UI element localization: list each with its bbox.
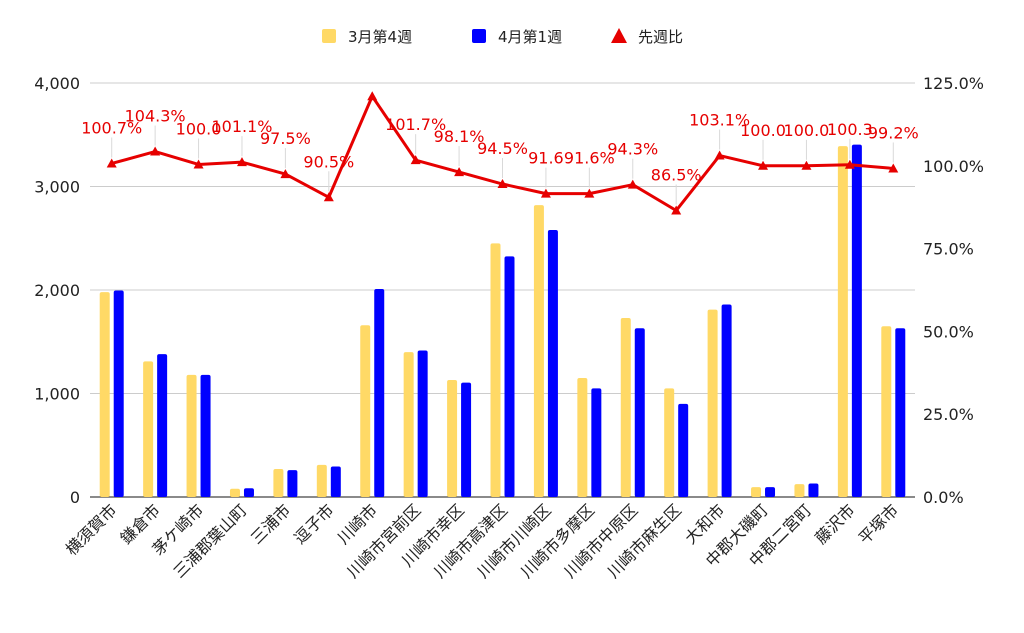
bar-series1 [533, 205, 544, 497]
data-label: 86.5% [651, 166, 702, 185]
bar-series1 [403, 352, 414, 497]
ratio-marker [106, 158, 117, 168]
y-left-tick-label: 1,000 [34, 385, 80, 404]
y-right-tick-label: 50.0% [923, 322, 974, 341]
legend-label: 先週比 [638, 28, 683, 46]
bar-series1 [99, 292, 110, 497]
data-label: 91.6% [564, 149, 615, 168]
category-label: 逗子市 [290, 500, 337, 547]
bar-series1 [490, 243, 501, 497]
data-label: 100.0 [740, 121, 786, 140]
bar-series1 [620, 317, 631, 497]
bar-series2 [504, 256, 515, 497]
category-label: 三浦市 [247, 500, 294, 547]
y-left-tick-label: 2,000 [34, 281, 80, 300]
bar-series2 [591, 388, 602, 497]
ratio-marker [193, 159, 204, 169]
ratio-marker [236, 157, 247, 167]
ratio-marker [323, 192, 334, 202]
bar-series2 [417, 350, 428, 497]
legend-swatch [472, 29, 486, 43]
bar-series1 [229, 488, 240, 497]
bar-series2 [287, 470, 298, 497]
bar-series2 [721, 304, 732, 497]
ratio-marker [410, 155, 421, 165]
bar-series1 [186, 374, 197, 497]
category-label: 横須賀市 [62, 500, 121, 559]
ratio-marker [888, 163, 899, 173]
ratio-marker [758, 160, 769, 170]
bar-series1 [143, 361, 154, 497]
bar-series2 [808, 483, 819, 497]
bar-series2 [200, 374, 211, 497]
bar-series1 [447, 380, 458, 497]
ratio-marker [844, 159, 855, 169]
ratio-marker [671, 205, 682, 215]
ratio-marker [714, 150, 725, 160]
y-left-tick-label: 4,000 [34, 74, 80, 93]
ratio-marker [280, 169, 291, 179]
data-label: 104.3% [125, 107, 186, 126]
y-left-tick-label: 3,000 [34, 178, 80, 197]
data-label: 94.3% [607, 140, 658, 159]
y-right-tick-label: 125.0% [923, 74, 984, 93]
data-label: 94.5% [477, 139, 528, 158]
bar-series1 [707, 309, 718, 497]
bar-series2 [634, 328, 645, 497]
bar-series1 [881, 326, 892, 497]
data-label: 99.2% [868, 123, 919, 142]
ratio-marker [584, 188, 595, 198]
legend-label: 3月第4週 [348, 28, 412, 46]
y-right-tick-label: 75.0% [923, 240, 974, 259]
data-label: 100.0 [176, 119, 222, 138]
bar-series2 [765, 487, 776, 497]
data-label: 103.1% [689, 111, 750, 130]
data-label: 91.6 [528, 149, 564, 168]
data-label: 100.3 [827, 120, 873, 139]
legend-label: 4月第1週 [498, 28, 562, 46]
bar-series2 [678, 403, 689, 497]
y-right-tick-label: 25.0% [923, 405, 974, 424]
bar-series1 [360, 325, 371, 497]
bar-series1 [664, 388, 675, 497]
y-right-tick-label: 0.0% [923, 488, 964, 507]
bar-series1 [273, 469, 284, 497]
category-label: 藤沢市 [811, 500, 858, 547]
data-label: 100.0 [784, 121, 830, 140]
data-label: 100.7% [81, 118, 142, 137]
bar-series2 [330, 466, 341, 497]
bar-series1 [316, 464, 327, 497]
ratio-marker [540, 188, 551, 198]
bar-series2 [547, 229, 558, 497]
bar-series2 [374, 288, 385, 497]
ratio-marker [454, 167, 465, 177]
bar-series2 [243, 488, 254, 497]
data-label: 90.5% [303, 152, 354, 171]
ratio-marker [801, 160, 812, 170]
category-label: 平塚市 [855, 500, 902, 547]
ratio-marker [497, 179, 508, 189]
bar-series2 [461, 382, 472, 497]
bar-series1 [577, 377, 588, 497]
y-right-tick-label: 100.0% [923, 157, 984, 176]
data-label: 97.5% [260, 129, 311, 148]
bar-series2 [157, 354, 168, 497]
data-label: 101.7% [385, 115, 446, 134]
legend-swatch [611, 28, 627, 43]
bar-series1 [794, 484, 805, 497]
ratio-marker [627, 179, 638, 189]
bar-series1 [751, 487, 762, 497]
y-left-tick-label: 0 [70, 488, 80, 507]
data-label: 101.1% [211, 117, 272, 136]
bar-series2 [113, 290, 124, 497]
bar-series2 [851, 144, 862, 497]
bar-series1 [837, 146, 848, 497]
bar-series2 [895, 328, 906, 497]
legend-swatch [322, 29, 336, 43]
ratio-marker [150, 146, 161, 156]
ratio-marker [367, 91, 378, 101]
data-label: 98.1% [434, 127, 485, 146]
